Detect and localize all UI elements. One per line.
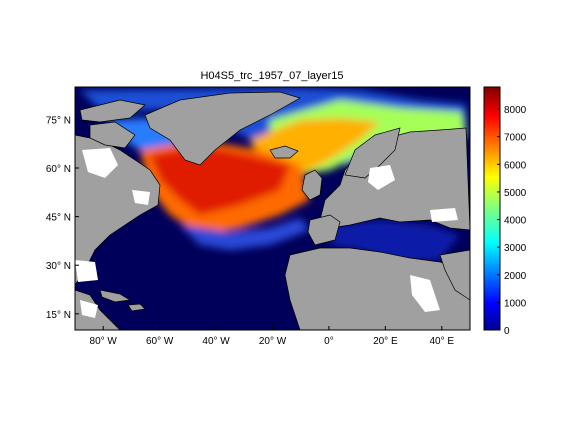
x-tick-label: 40° W: [202, 336, 230, 347]
colorbar: [483, 86, 501, 331]
map-panel: [75, 87, 470, 330]
no-data: [75, 148, 458, 318]
x-tick-label: 20° W: [259, 336, 287, 347]
nodata-gulf-stlawrence: [132, 190, 150, 205]
colorbar-axis: 0 1000 2000 3000 4000 5000 6000 7000 8000: [497, 105, 527, 337]
land-central-america: [75, 289, 121, 330]
field-mediterranean: [330, 220, 460, 262]
colorbar-tick-label: 1000: [504, 298, 527, 309]
land-iceland: [269, 145, 299, 159]
field-plume-red: [150, 145, 290, 215]
colorbar-tick-label: 0: [504, 326, 510, 337]
colorbar-tick-label: 5000: [504, 188, 527, 199]
y-tick-label: 45° N: [46, 213, 71, 224]
colorbar-tick-label: 4000: [504, 216, 527, 227]
x-tick-label: 20° E: [373, 336, 398, 347]
nodata-gulf-mexico: [80, 300, 98, 318]
colorbar-tick-label: 6000: [504, 160, 527, 171]
nodata-caribbean: [75, 260, 98, 282]
y-tick-label: 75° N: [46, 115, 71, 126]
land-iberia: [307, 214, 341, 246]
land-arctic-islands: [79, 99, 146, 123]
x-axis: 80° W 60° W 40° W 20° W 0° 20° E 40° E: [90, 326, 454, 347]
land-cuba: [99, 289, 132, 303]
land-hispaniola: [127, 303, 146, 312]
x-tick-label: 40° E: [429, 336, 454, 347]
nodata-baltic: [368, 165, 395, 190]
nodata-black-sea: [430, 208, 458, 222]
colorbar-tick-label: 8000: [504, 105, 527, 116]
y-axis: 15° N 30° N 45° N 60° N 75° N: [46, 115, 79, 321]
x-tick-label: 80° W: [90, 336, 118, 347]
field-plume-blue-fringe: [180, 218, 310, 250]
y-tick-label: 30° N: [46, 261, 71, 272]
land-british-isles: [301, 169, 323, 201]
colorbar-tick-label: 2000: [504, 271, 527, 282]
x-tick-label: 0°: [324, 336, 334, 347]
nodata-hudson: [82, 148, 118, 178]
colorbar-tick-label: 3000: [504, 243, 527, 254]
colorbar-tick-label: 7000: [504, 133, 527, 144]
y-tick-label: 60° N: [46, 164, 71, 175]
land-scandinavia: [344, 127, 401, 179]
y-tick-label: 15° N: [46, 310, 71, 321]
map-title: H04S5_trc_1957_07_layer15: [200, 70, 343, 82]
x-tick-label: 60° W: [146, 336, 174, 347]
land-arabia: [439, 249, 470, 301]
land-greenland: [144, 91, 301, 166]
land-baffin: [89, 121, 136, 149]
nodata-sahara: [410, 275, 440, 312]
